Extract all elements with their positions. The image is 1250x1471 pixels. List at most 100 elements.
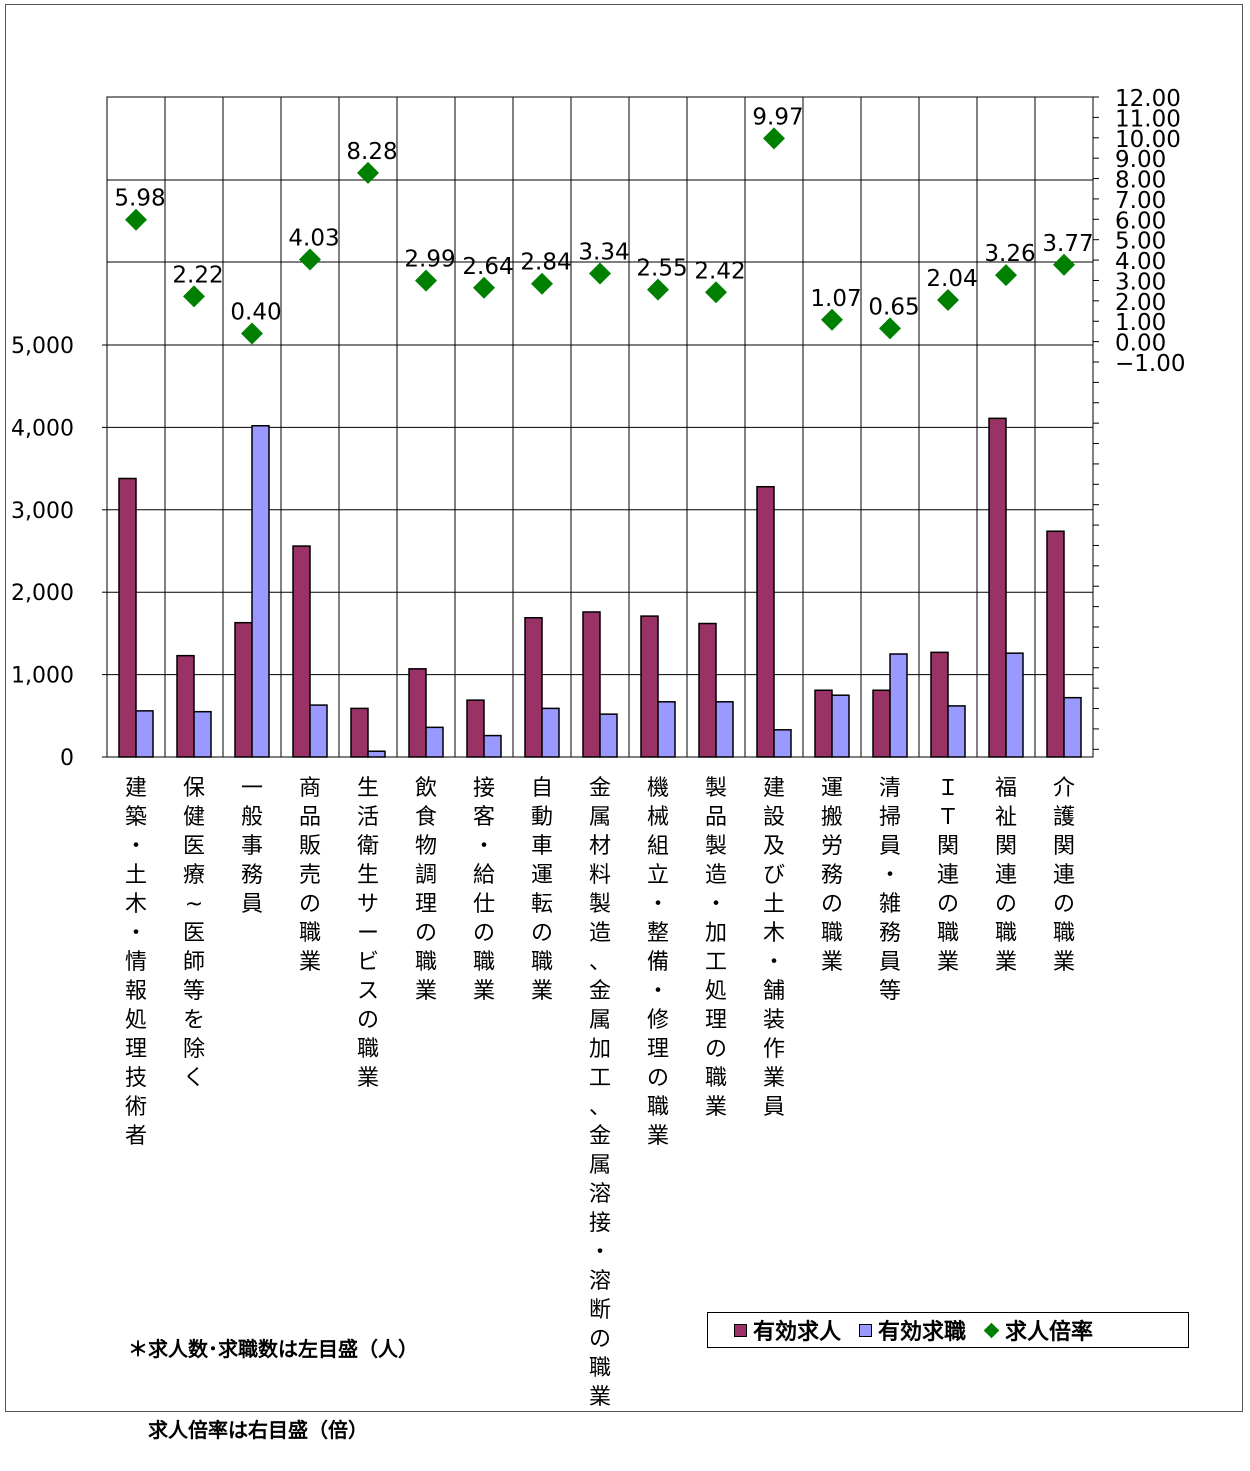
category-label-char: 接 xyxy=(589,1211,611,1236)
category-label-char: 労 xyxy=(821,834,843,859)
axis-note: ＊求人数･求職数は左目盛（人） 求人倍率は右目盛（倍） xyxy=(128,1282,418,1471)
category-label-char: 金 xyxy=(589,776,611,801)
category-label-char: 職 xyxy=(415,950,437,975)
left-axis-tick-label: 2,000 xyxy=(11,581,74,606)
category-label-char: 品 xyxy=(299,805,321,830)
category-label: 商品販売の職業 xyxy=(299,776,321,975)
category-label-char: 建 xyxy=(125,776,147,801)
category-label-char: 転 xyxy=(531,892,553,917)
ratio-marker xyxy=(705,281,727,304)
bar-seekers xyxy=(657,701,676,758)
category-label-char: 客 xyxy=(473,805,495,830)
right-axis-tick-label: 5.00 xyxy=(1115,229,1166,255)
left-axis-tick-label: 5,000 xyxy=(11,334,74,359)
bar-openings xyxy=(118,477,137,758)
category-label-char: 医 xyxy=(183,921,205,946)
bar-openings xyxy=(1046,530,1065,758)
ratio-marker xyxy=(531,272,553,295)
ratio-marker xyxy=(763,127,785,150)
right-axis-tick-label: 1.00 xyxy=(1115,310,1166,336)
bar-seekers xyxy=(309,704,328,758)
bar-openings xyxy=(234,621,253,758)
category-label-char: 連 xyxy=(937,863,959,888)
bar-openings xyxy=(988,417,1007,758)
category-label-char: 等 xyxy=(879,979,901,1004)
category-label-char: 食 xyxy=(415,805,437,830)
category-label-char: 職 xyxy=(531,950,553,975)
category-label-char: ・ xyxy=(589,1240,611,1265)
legend-item-openings: 有効求人 xyxy=(734,1314,841,1346)
right-axis-tick-label: 2.00 xyxy=(1115,290,1166,316)
category-label-char: 生 xyxy=(357,776,379,801)
bar-openings xyxy=(176,654,195,758)
category-label-char: く xyxy=(183,1066,205,1091)
category-label-char: 職 xyxy=(647,1095,669,1120)
category-label-char: 職 xyxy=(995,921,1017,946)
category-label-char: 健 xyxy=(183,805,205,830)
category-label-char: 連 xyxy=(1053,863,1075,888)
ratio-data-label: 2.64 xyxy=(462,254,513,280)
category-label-char: 造 xyxy=(705,863,727,888)
category-label-char: 造 xyxy=(589,921,611,946)
category-label-char: 者 xyxy=(125,1124,147,1149)
category-label-char: 属 xyxy=(589,1153,611,1178)
ratio-marker xyxy=(1053,253,1075,276)
category-label-char: 業 xyxy=(705,1095,727,1120)
category-label-char: 業 xyxy=(1053,950,1075,975)
right-axis-tick-label: 3.00 xyxy=(1115,269,1166,295)
category-label-char: 報 xyxy=(125,979,147,1004)
ratio-data-label: 2.04 xyxy=(926,266,977,292)
category-label: 建設及び土木・舗装作業員 xyxy=(763,776,785,1120)
bar-openings xyxy=(756,485,775,758)
category-label-char: サ xyxy=(357,892,379,917)
ratio-marker xyxy=(647,278,669,301)
category-label-char: 職 xyxy=(937,921,959,946)
right-axis-tick-label: 12.00 xyxy=(1115,86,1181,112)
category-label-char: の xyxy=(937,892,959,917)
category-label-char: 護 xyxy=(1053,805,1075,830)
category-label-char: 生 xyxy=(357,863,379,888)
category-label-char: 関 xyxy=(995,834,1017,859)
right-axis-tick-label: 9.00 xyxy=(1115,147,1166,173)
bar-openings xyxy=(350,707,369,758)
left-axis-tick-label: 1,000 xyxy=(11,664,74,689)
category-label-char: 雑 xyxy=(879,892,901,917)
category-label-char: 業 xyxy=(995,950,1017,975)
category-label-char: 職 xyxy=(821,921,843,946)
category-label-char: を xyxy=(183,1008,205,1033)
category-label-char: 務 xyxy=(241,863,263,888)
category-label-char: 金 xyxy=(589,1124,611,1149)
right-axis-tick-label: 6.00 xyxy=(1115,208,1166,234)
category-label: 保健医療~医師等を除く xyxy=(183,776,205,1091)
category-label-char: 員 xyxy=(241,892,263,917)
bar-seekers xyxy=(599,713,618,758)
category-label-char: 衛 xyxy=(357,834,379,859)
category-label-char: ・ xyxy=(125,834,147,859)
category-label-char: 料 xyxy=(589,863,611,888)
category-label-char: 動 xyxy=(531,805,553,830)
ratio-marker xyxy=(473,276,495,299)
category-label-char: 運 xyxy=(531,863,553,888)
category-label-char: 理 xyxy=(647,1037,669,1062)
category-label-char: 機 xyxy=(647,776,669,801)
job-ratio-chart: 01,0002,0003,0004,0005,000−1.000.001.002… xyxy=(11,86,1185,1410)
category-label-char: 療 xyxy=(183,863,205,888)
category-label-char: び xyxy=(763,863,785,888)
category-label-char: の xyxy=(705,1037,727,1062)
category-label-char: 技 xyxy=(125,1066,147,1091)
category-label-char: 理 xyxy=(125,1037,147,1062)
legend-label-seekers: 有効求職 xyxy=(878,1320,967,1345)
category-label-char: の xyxy=(299,892,321,917)
category-label-char: 祉 xyxy=(995,805,1017,830)
category-label-char: 員 xyxy=(879,834,901,859)
category-label-char: 業 xyxy=(763,1066,785,1091)
ratio-marker xyxy=(241,322,263,345)
category-label-char: 飲 xyxy=(415,776,437,801)
category-label-char: Ｔ xyxy=(937,805,959,830)
category-label-char: 業 xyxy=(589,1385,611,1410)
category-label: 一般事務員 xyxy=(241,776,263,917)
ratio-data-label: 2.84 xyxy=(520,250,571,276)
category-label-char: 売 xyxy=(299,863,321,888)
category-label-char: ー xyxy=(357,921,379,946)
category-label-char: 備 xyxy=(647,950,669,975)
